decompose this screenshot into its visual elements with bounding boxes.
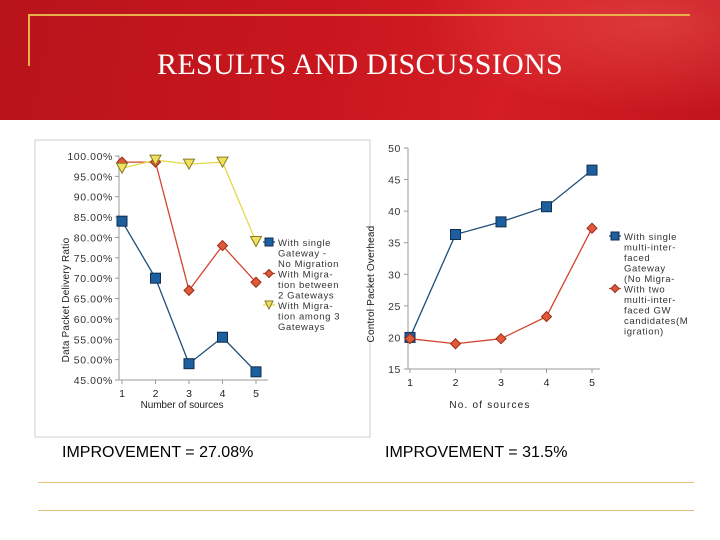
right-x-tick-label: 1 — [407, 377, 413, 389]
left-series-1-point — [150, 272, 161, 284]
left-legend-text: Gateways — [278, 322, 325, 333]
left-series-3-point — [182, 158, 196, 171]
right-y-tick-label: 25 — [388, 301, 401, 313]
title-frame-vertical — [28, 14, 30, 66]
left-series-3-point — [249, 236, 263, 248]
right-legend-text: igration) — [624, 327, 664, 338]
right-y-tick-label: 15 — [388, 364, 401, 376]
left-x-tick-label: 3 — [186, 388, 192, 400]
left-legend-swatch-marker — [264, 300, 274, 311]
left-legend-swatch-marker — [264, 237, 274, 247]
left-legend-text: With Migra- — [278, 270, 333, 281]
right-legend-text: (No Migra- — [624, 274, 675, 285]
left-legend-swatch-marker — [264, 268, 274, 279]
left-y-tick-label: 60.00% — [74, 314, 113, 326]
left-series-1-point — [250, 366, 262, 378]
right-series-line-1 — [409, 169, 593, 338]
right-series-2-point — [540, 310, 553, 323]
left-legend-text: 2 Gateways — [278, 291, 334, 302]
right-series-1-point — [450, 229, 461, 241]
left-series-3-point — [216, 156, 229, 169]
left-series-3-point — [115, 162, 129, 175]
left-y-tick-label: 85.00% — [74, 212, 113, 224]
title-frame-horizontal — [28, 14, 690, 16]
footer-rule-bottom — [38, 510, 694, 511]
right-series-line-2 — [409, 227, 593, 345]
left-y-tick-label: 95.00% — [74, 171, 113, 183]
right-series-1-point — [586, 164, 598, 176]
right-series-2-point — [404, 332, 416, 345]
right-legend-text: Gateway — [624, 264, 666, 275]
right-y-tick-label: 35 — [388, 238, 401, 250]
left-legend-text: With Migra- — [278, 301, 333, 312]
right-y-tick-label: 20 — [388, 332, 401, 344]
right-series-1-point — [541, 201, 552, 213]
right-x-tick-label: 3 — [498, 377, 504, 389]
right-legend-text: candidates(M — [624, 316, 688, 327]
left-legend-text: tion between — [278, 280, 339, 291]
right-legend-swatch-marker — [610, 231, 620, 241]
left-y-tick-label: 80.00% — [74, 232, 113, 244]
right-series-2-point — [586, 222, 598, 234]
right-legend-text: multi-inter- — [624, 295, 676, 306]
right-y-axis-title: Control Packet Overhead — [366, 226, 377, 343]
left-x-tick-label: 4 — [220, 388, 226, 400]
right-legend-swatch-marker — [610, 283, 620, 294]
left-series-1-point — [217, 331, 228, 343]
right-legend-text: With single — [624, 232, 677, 243]
left-y-tick-label: 50.00% — [74, 355, 113, 367]
left-x-tick-label: 1 — [119, 388, 125, 400]
left-y-tick-label: 55.00% — [74, 334, 113, 346]
right-y-tick-label: 40 — [388, 206, 401, 218]
page-title: RESULTS AND DISCUSSIONS — [157, 48, 563, 81]
left-x-tick-label: 5 — [253, 388, 259, 400]
right-series-2-point — [449, 338, 462, 350]
right-legend-text: multi-inter- — [624, 243, 676, 254]
left-series-3-point — [149, 154, 162, 167]
left-improvement-label: IMPROVEMENT = 27.08% — [62, 444, 254, 461]
right-series-1-point — [495, 216, 507, 228]
right-y-tick-label: 50 — [388, 143, 401, 155]
left-y-axis-title: Data Packet Delivery Ratio — [61, 237, 72, 362]
left-legend-text: tion among 3 — [278, 312, 340, 323]
footer-rule-top — [38, 482, 694, 483]
left-series-2-point — [183, 284, 195, 297]
left-y-tick-label: 70.00% — [74, 273, 113, 285]
right-legend-text: faced — [624, 253, 650, 264]
left-series-1-point — [183, 358, 195, 370]
right-legend-text: With two — [624, 285, 665, 296]
left-y-tick-label: 65.00% — [74, 294, 113, 306]
left-y-tick-label: 75.00% — [74, 253, 113, 265]
left-x-tick-label: 2 — [153, 388, 159, 400]
right-y-tick-label: 45 — [388, 175, 401, 187]
left-chart-frame — [34, 139, 371, 438]
right-x-tick-label: 4 — [544, 377, 550, 389]
title-banner — [0, 0, 720, 120]
left-y-tick-label: 90.00% — [74, 192, 113, 204]
left-series-2-point — [250, 276, 262, 288]
left-series-1-point — [116, 215, 128, 227]
left-y-tick-label: 100.00% — [67, 151, 113, 163]
right-series-2-point — [495, 332, 507, 345]
right-x-tick-label: 2 — [453, 377, 459, 389]
right-improvement-label: IMPROVEMENT = 31.5% — [385, 444, 568, 461]
left-legend-text: Gateway - — [278, 249, 327, 260]
right-x-axis-title: No. of sources — [449, 400, 530, 411]
left-series-2-point — [216, 239, 229, 252]
right-legend-text: faced GW — [624, 306, 671, 317]
left-legend-text: With single — [278, 238, 331, 249]
left-y-tick-label: 45.00% — [74, 375, 113, 387]
right-x-tick-label: 5 — [589, 377, 595, 389]
right-y-tick-label: 30 — [388, 269, 401, 281]
left-legend-text: No Migration — [278, 259, 339, 270]
left-x-axis-title: Number of sources — [141, 400, 224, 411]
